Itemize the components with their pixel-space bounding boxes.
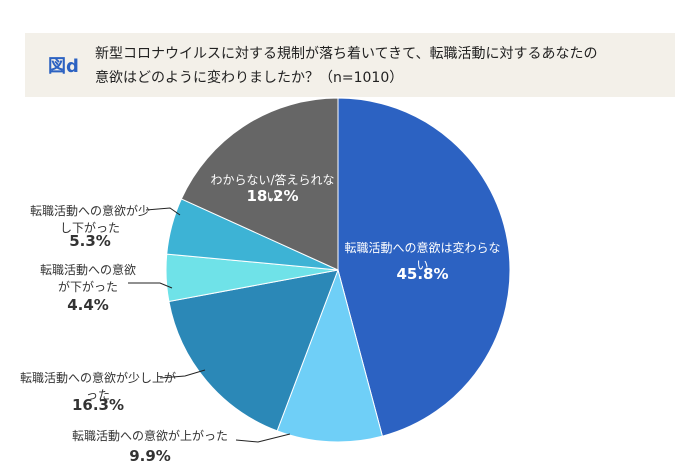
slice-label: 転職活動への意欲が少し上がった xyxy=(19,371,176,402)
leader-line xyxy=(235,433,291,443)
chart-title: 意欲はどのように変わりましたか？（n=1010） xyxy=(95,69,403,86)
value-label: 16.3% xyxy=(71,396,125,414)
value-label: 18.2% xyxy=(246,187,299,205)
pie-slice xyxy=(168,269,339,432)
slice-label: 転職活動への意欲が上がった xyxy=(71,429,228,443)
leader-line xyxy=(159,369,206,379)
slice-label: 転職活動への意欲は変わらない xyxy=(344,241,501,272)
leader-line xyxy=(128,282,173,289)
chart-title: 新型コロナウイルスに対する規制が落ち着いてきて、転職活動に対するあなたの xyxy=(95,46,597,62)
leader-line xyxy=(145,207,181,216)
value-label: 45.8% xyxy=(396,265,449,283)
slice-label: 転職活動への意欲が少し下がった xyxy=(30,204,151,235)
value-label: 9.9% xyxy=(129,447,171,465)
pie-slice xyxy=(337,97,511,437)
slice-label: わからない/答えられない xyxy=(210,173,335,204)
title-box xyxy=(25,33,675,97)
slice-label: 転職活動への意欲が下がった xyxy=(39,263,136,294)
figure-label: 図d xyxy=(48,56,79,77)
pie-slice xyxy=(276,268,383,443)
pie-slice xyxy=(180,97,339,271)
value-label: 5.3% xyxy=(69,232,111,250)
value-label: 4.4% xyxy=(67,296,109,314)
leader-lines xyxy=(128,207,291,443)
